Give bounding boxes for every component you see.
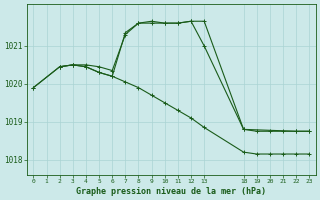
X-axis label: Graphe pression niveau de la mer (hPa): Graphe pression niveau de la mer (hPa) xyxy=(76,187,266,196)
